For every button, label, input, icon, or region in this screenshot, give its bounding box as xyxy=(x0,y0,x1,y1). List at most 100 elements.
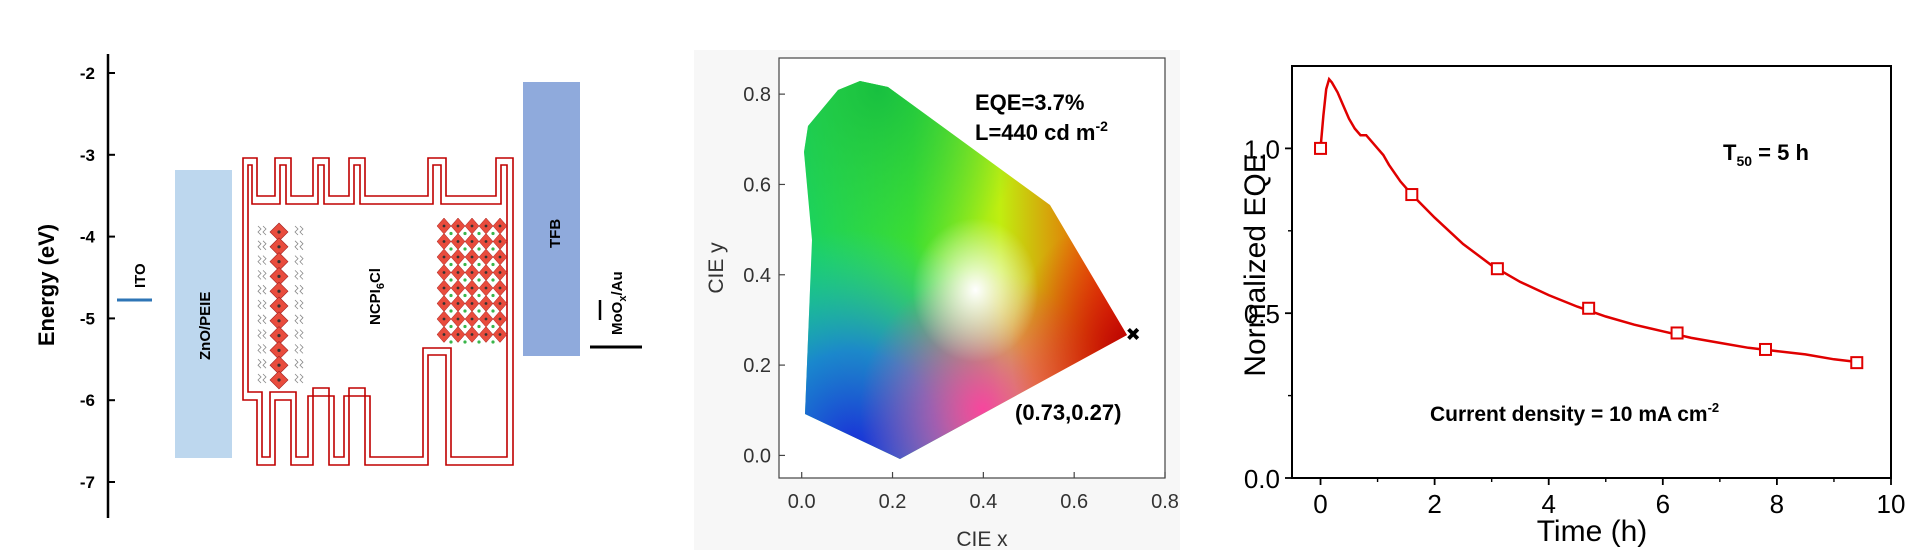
octahedron-center xyxy=(277,289,281,293)
octahedron-center xyxy=(498,271,502,274)
organic-spacer xyxy=(299,284,304,295)
band-y-tick-label: -7 xyxy=(80,473,95,492)
stability-x-tick-label: 2 xyxy=(1427,489,1441,519)
eqe-data-marker xyxy=(1490,262,1504,276)
cie-y-tick-label: 0.8 xyxy=(743,84,771,106)
octahedron-center xyxy=(498,286,502,290)
cation xyxy=(491,293,495,298)
cation xyxy=(491,324,495,329)
eqe-data-marker xyxy=(1758,342,1772,356)
octahedron-center xyxy=(470,302,474,305)
octahedron-center xyxy=(456,302,460,305)
band-y-tick-label: -6 xyxy=(80,391,95,410)
organic-spacer xyxy=(257,329,262,339)
octahedron-center xyxy=(456,317,460,321)
cation xyxy=(463,309,467,313)
octahedron-center xyxy=(456,240,460,243)
layered-perovskite-structure-left xyxy=(257,222,304,390)
cation xyxy=(477,340,481,344)
tfb-band xyxy=(523,82,580,356)
normalized-eqe-markers xyxy=(1314,141,1864,370)
octahedron-center xyxy=(442,302,446,305)
cation xyxy=(477,278,481,282)
octahedron-center xyxy=(470,333,474,336)
stability-x-tick-label: 0 xyxy=(1313,489,1327,519)
cie-x-tick-label: 0.0 xyxy=(788,491,816,513)
organic-spacer xyxy=(294,225,299,236)
organic-spacer xyxy=(299,240,304,251)
cie-x-tick-label: 0.8 xyxy=(1151,491,1179,513)
tfb-label: TFB xyxy=(547,219,564,248)
cation xyxy=(477,324,481,329)
cation xyxy=(449,340,453,344)
cation xyxy=(463,231,467,236)
perovskite-inner-outline xyxy=(247,164,508,458)
organic-spacer xyxy=(262,255,267,265)
stability-panel: 0 2 4 6 8 10 0.0 0.5 1.0 Time (h) Normalized EQE… xyxy=(1239,65,1906,548)
octahedron-center xyxy=(484,317,488,321)
organic-spacer xyxy=(257,255,262,265)
cation xyxy=(463,262,467,267)
cie-y-tick-label: 0.4 xyxy=(743,265,771,287)
octahedron-center xyxy=(498,333,502,336)
band-y-tick-label: -4 xyxy=(80,228,96,247)
cie-y-tick-label: 0.2 xyxy=(743,355,771,377)
octahedron-center xyxy=(442,240,446,243)
octahedron-center xyxy=(277,334,281,338)
octahedron-center xyxy=(442,271,446,274)
stability-x-tick-label: 8 xyxy=(1770,489,1784,519)
stability-plot-frame xyxy=(1291,65,1892,479)
organic-spacer xyxy=(294,284,299,295)
cie-axis-ticks: 0.0 0.2 0.4 0.6 0.8 0.0 0.2 0.4 0.6 0.8 xyxy=(743,84,1179,513)
octahedron-center xyxy=(484,271,488,274)
octahedron-center xyxy=(456,224,460,228)
octahedron-center xyxy=(277,245,281,249)
octahedron-center xyxy=(277,319,281,323)
octahedron-center xyxy=(442,333,446,336)
octahedron-center xyxy=(484,255,488,259)
cation xyxy=(463,293,467,298)
cation xyxy=(449,247,453,251)
organic-spacer xyxy=(262,225,267,236)
organic-spacer xyxy=(262,314,267,325)
cation xyxy=(463,324,467,329)
organic-spacer xyxy=(262,284,267,295)
stability-x-tick-label: 6 xyxy=(1656,489,1670,519)
organic-spacer xyxy=(299,329,304,339)
organic-spacer xyxy=(299,255,304,265)
organic-spacer xyxy=(294,373,299,384)
cation xyxy=(449,293,453,298)
cation xyxy=(477,309,481,313)
cie-y-tick-label: 0.0 xyxy=(743,445,771,467)
octahedron-center xyxy=(498,302,502,305)
cation xyxy=(477,262,481,267)
octahedron-center xyxy=(484,333,488,336)
cation xyxy=(477,231,481,236)
band-diagram-panel: -2 -3 -4 -5 -6 -7 Energy (eV) ITO ZnO/PEIE NC… xyxy=(34,54,642,518)
organic-spacer xyxy=(294,240,299,251)
octahedron-center xyxy=(470,240,474,243)
octahedron-center xyxy=(470,255,474,259)
cation xyxy=(463,247,467,251)
stability-y-tick-label: 0.5 xyxy=(1244,299,1280,329)
organic-spacer xyxy=(294,270,299,280)
organic-spacer xyxy=(294,314,299,325)
cie-eqe-annotation: EQE=3.7% xyxy=(975,90,1084,115)
octahedron-center xyxy=(277,304,281,308)
cie-y-tick-label: 0.6 xyxy=(743,174,771,196)
octahedron-center xyxy=(498,240,502,243)
organic-spacer xyxy=(262,329,267,339)
stability-x-tick-label: 10 xyxy=(1877,489,1906,519)
stability-y-tick-label: 1.0 xyxy=(1244,134,1280,164)
organic-spacer xyxy=(299,344,304,354)
ito-label: ITO xyxy=(132,263,149,288)
organic-spacer xyxy=(294,329,299,339)
cie-x-tick-label: 0.6 xyxy=(1060,491,1088,513)
organic-spacer xyxy=(262,358,267,369)
cation xyxy=(477,293,481,298)
eqe-data-marker xyxy=(1850,356,1864,370)
band-y-tick-label: -3 xyxy=(80,146,95,165)
cation xyxy=(449,231,453,236)
organic-spacer xyxy=(257,270,262,280)
